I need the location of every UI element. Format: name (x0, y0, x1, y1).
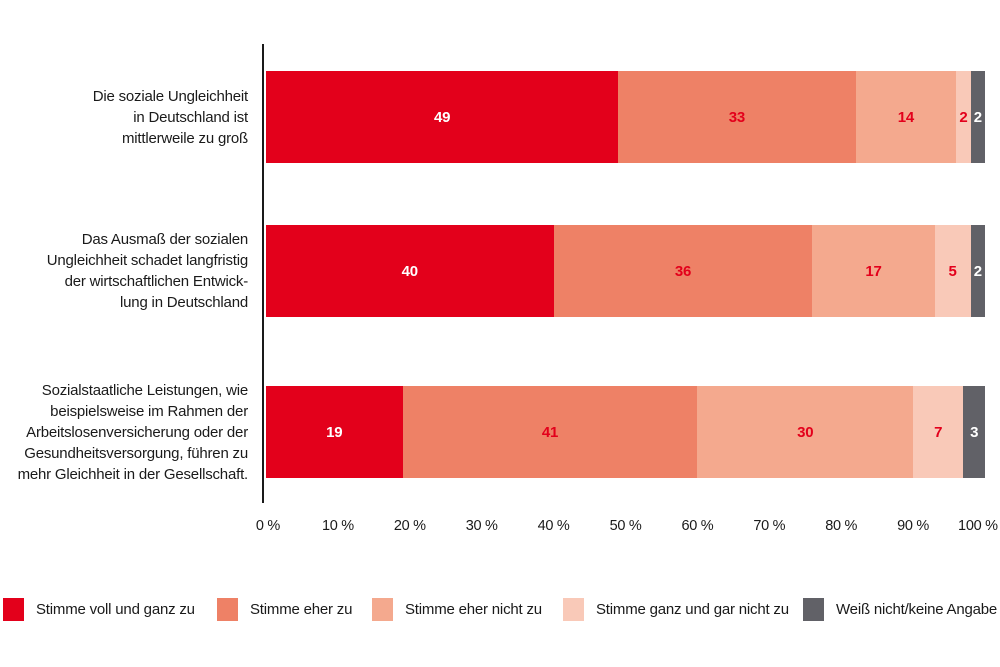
bar-value-label: 3 (970, 423, 979, 441)
bar-value-label: 49 (434, 108, 451, 126)
bar-value-label: 33 (728, 108, 746, 126)
category-label-text: Die soziale Ungleichheit in Deutschland i… (92, 87, 248, 147)
bar-value-label: 30 (797, 423, 814, 441)
legend-label: Stimme ganz und gar nicht zu (596, 601, 789, 618)
y-axis-line (262, 44, 264, 503)
legend: Stimme voll und ganz zu Stimme eher zu Sti… (0, 598, 1000, 624)
bar-value-label: 5 (948, 262, 957, 280)
bar-value-label: 7 (934, 423, 943, 441)
bar-value-label: 36 (674, 262, 692, 280)
bar-value-label: 2 (973, 262, 982, 280)
bar-segment: 40 (266, 225, 554, 317)
legend-label: Weiß nicht/keine Angabe (836, 601, 998, 618)
legend-swatch (372, 598, 393, 621)
category-label: Die soziale Ungleichheit in Deutschland i… (0, 71, 248, 163)
bar: 49 33 14 2 2 (266, 71, 985, 163)
bar: 40 36 17 5 2 (266, 225, 985, 317)
legend-item: Stimme voll und ganz zu (3, 598, 195, 621)
x-tick-label: 40 % (537, 518, 570, 534)
x-tick-label: 0 % (255, 518, 280, 534)
legend-swatch (803, 598, 824, 621)
bar-value-label: 19 (326, 423, 343, 441)
bar-value-label: 41 (541, 423, 559, 441)
legend-item: Stimme ganz und gar nicht zu (563, 598, 789, 621)
bar: 19 41 30 7 3 (266, 386, 985, 478)
legend-label: Stimme eher nicht zu (405, 601, 542, 618)
bar-value-label: 17 (865, 262, 882, 280)
legend-item: Weiß nicht/keine Angabe (803, 598, 997, 621)
legend-label: Stimme eher zu (250, 601, 353, 618)
x-tick-label: 80 % (825, 518, 858, 534)
bar-segment: 2 (970, 225, 985, 317)
x-tick-label: 20 % (393, 518, 426, 534)
bar-value-label: 2 (959, 108, 968, 126)
x-tick-label: 90 % (897, 518, 930, 534)
bar-segment: 14 (855, 71, 957, 163)
legend-label: Stimme voll und ganz zu (36, 601, 195, 618)
x-tick-label: 60 % (681, 518, 714, 534)
x-tick-label: 10 % (321, 518, 354, 534)
x-tick-label: 70 % (753, 518, 786, 534)
x-tick-label: 50 % (609, 518, 642, 534)
x-tick-label: 100 % (958, 518, 998, 534)
legend-item: Stimme eher nicht zu (372, 598, 542, 621)
bar-segment: 41 (402, 386, 698, 478)
bar-segment: 49 (266, 71, 619, 163)
category-label: Sozialstaatliche Leistungen, wie beispiel… (0, 382, 249, 483)
bar-segment: 17 (812, 225, 935, 317)
bar-segment: 7 (913, 386, 964, 478)
category-label-text: Sozialstaatliche Leistungen, wie beispiel… (17, 381, 249, 483)
category-label-text: Das Ausmaß der sozialen Ungleichheit scha… (46, 231, 248, 311)
bar-segment: 2 (956, 71, 971, 163)
category-label: Das Ausmaß der sozialen Ungleichheit scha… (0, 225, 248, 317)
legend-swatch (3, 598, 24, 621)
bar-value-label: 14 (897, 108, 915, 126)
bar-segment: 19 (266, 386, 403, 478)
bar-segment: 36 (553, 225, 813, 317)
bar-segment: 3 (963, 386, 985, 478)
legend-swatch (563, 598, 584, 621)
bar-segment: 2 (970, 71, 985, 163)
bar-segment: 5 (934, 225, 971, 317)
bar-value-label: 2 (973, 108, 982, 126)
bar-segment: 33 (618, 71, 856, 163)
legend-swatch (217, 598, 238, 621)
bar-value-label: 40 (401, 262, 419, 280)
bar-segment: 30 (697, 386, 914, 478)
x-tick-label: 30 % (465, 518, 498, 534)
legend-item: Stimme eher zu (217, 598, 352, 621)
